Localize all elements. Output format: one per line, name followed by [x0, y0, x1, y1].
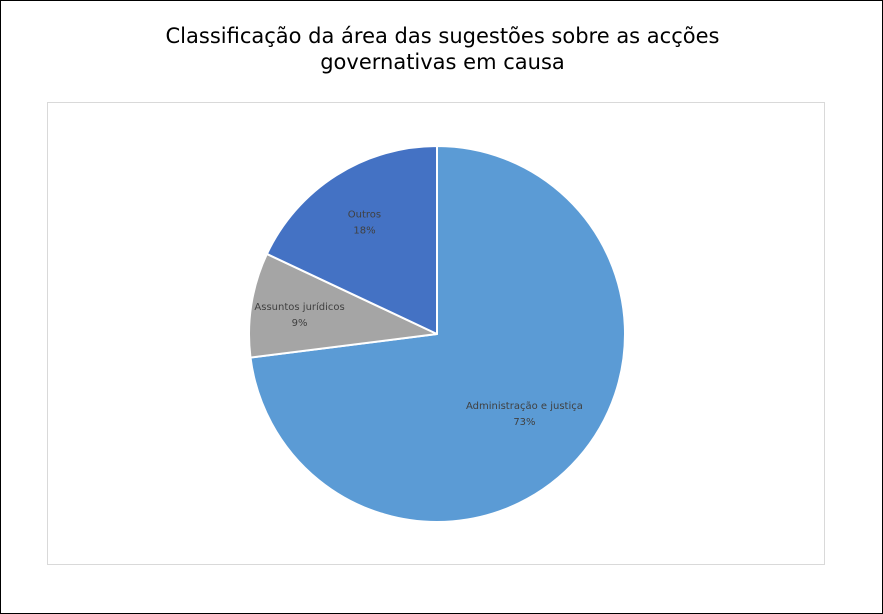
chart-title: Classificação da área das sugestões sobr…	[1, 23, 882, 75]
slice-value-label-3: 18%	[353, 226, 375, 237]
slice-name-label-3: Outros	[348, 210, 381, 221]
pie-slice-3	[265, 145, 438, 335]
pie-slice-2	[248, 252, 438, 359]
slice-value-label-1: 73%	[513, 417, 535, 428]
chart-title-line-1: Classificação da área das sugestões sobr…	[165, 24, 720, 48]
slice-value-label-2: 9%	[292, 318, 308, 329]
slice-name-label-1: Administração e justiça	[466, 401, 583, 412]
slice-name-label-2: Assuntos jurídicos	[254, 301, 344, 313]
chart-title-line-2: governativas em causa	[320, 50, 565, 74]
